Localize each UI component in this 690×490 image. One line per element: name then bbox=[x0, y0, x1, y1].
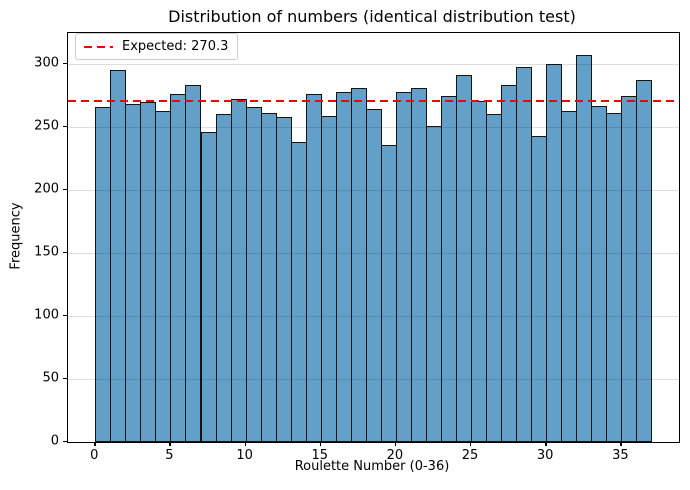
x-tick-mark bbox=[94, 442, 96, 446]
histogram-bar bbox=[95, 106, 112, 442]
y-tick-mark bbox=[63, 63, 67, 65]
x-tick-label: 15 bbox=[311, 448, 329, 463]
histogram-bar bbox=[335, 91, 352, 442]
histogram-bar bbox=[215, 114, 232, 442]
expected-value-line bbox=[68, 100, 679, 103]
y-tick-label: 150 bbox=[34, 244, 59, 260]
histogram-bar bbox=[185, 85, 202, 442]
histogram-bar bbox=[155, 110, 172, 442]
histogram-bar bbox=[606, 113, 623, 442]
histogram-bar bbox=[365, 109, 382, 442]
histogram-bar bbox=[320, 115, 337, 442]
y-tick-mark bbox=[63, 189, 67, 191]
y-gridline bbox=[68, 253, 679, 254]
x-tick-label: 35 bbox=[612, 448, 629, 463]
histogram-bar bbox=[561, 110, 578, 442]
histogram-bar bbox=[410, 87, 427, 442]
y-tick-mark bbox=[63, 441, 67, 443]
x-tick-mark bbox=[545, 442, 547, 446]
histogram-bar bbox=[350, 87, 367, 442]
histogram-bar bbox=[591, 105, 608, 442]
x-tick-label: 30 bbox=[536, 448, 554, 463]
y-gridline bbox=[68, 190, 679, 191]
histogram-bar bbox=[576, 55, 593, 442]
histogram-bar bbox=[140, 101, 157, 442]
x-tick-mark bbox=[620, 442, 622, 446]
histogram-bar bbox=[531, 135, 548, 442]
x-tick-label: 10 bbox=[236, 448, 253, 463]
y-tick-mark bbox=[63, 252, 67, 254]
histogram-bar bbox=[395, 91, 412, 442]
histogram-bar bbox=[516, 66, 533, 442]
x-tick-label: 5 bbox=[165, 448, 174, 463]
x-tick-label: 20 bbox=[386, 448, 404, 463]
y-tick-mark bbox=[63, 378, 67, 380]
plot-area bbox=[67, 32, 680, 443]
histogram-bar bbox=[425, 125, 442, 442]
x-axis-label: Roulette Number (0-36) bbox=[294, 459, 450, 474]
legend: Expected: 270.3 bbox=[75, 33, 239, 60]
histogram-bar bbox=[260, 113, 277, 442]
histogram-bar bbox=[305, 94, 322, 442]
histogram-bar bbox=[456, 75, 473, 442]
histogram-bar bbox=[636, 80, 653, 442]
x-tick-mark bbox=[394, 442, 397, 446]
y-tick-label: 250 bbox=[34, 118, 59, 134]
histogram-bar bbox=[125, 104, 142, 442]
y-tick-label: 300 bbox=[34, 55, 59, 71]
y-tick-label: 100 bbox=[34, 307, 59, 323]
y-tick-mark bbox=[63, 315, 67, 317]
x-tick-mark bbox=[169, 442, 171, 446]
x-tick-label: 25 bbox=[461, 448, 479, 463]
histogram-bar bbox=[440, 95, 457, 442]
legend-label: Expected: 270.3 bbox=[122, 39, 229, 54]
histogram-bar bbox=[230, 99, 247, 442]
histogram-bar bbox=[200, 132, 217, 442]
y-tick-label: 200 bbox=[34, 181, 59, 197]
y-tick-label: 50 bbox=[42, 370, 59, 386]
histogram-bar bbox=[471, 100, 488, 442]
y-tick-label: 0 bbox=[50, 433, 59, 449]
y-axis-label: Frequency bbox=[8, 202, 24, 270]
y-gridline bbox=[68, 64, 679, 65]
histogram-bar bbox=[290, 142, 307, 442]
x-tick-mark bbox=[319, 442, 322, 446]
y-gridline bbox=[68, 379, 679, 380]
histogram-bar bbox=[501, 85, 518, 442]
histogram-bar bbox=[170, 94, 187, 442]
histogram-bar bbox=[245, 106, 262, 442]
y-tick-mark bbox=[63, 126, 67, 128]
chart-title: Distribution of numbers (identical distr… bbox=[168, 7, 576, 26]
x-tick-mark bbox=[244, 442, 246, 446]
x-tick-label: 0 bbox=[90, 448, 99, 463]
histogram-bar bbox=[621, 95, 638, 442]
x-tick-mark bbox=[470, 442, 472, 446]
histogram-bar bbox=[275, 116, 292, 442]
y-gridline bbox=[68, 127, 679, 128]
legend-dashed-line-sample bbox=[84, 45, 113, 48]
y-gridline bbox=[68, 316, 679, 317]
histogram-bar bbox=[486, 114, 503, 442]
